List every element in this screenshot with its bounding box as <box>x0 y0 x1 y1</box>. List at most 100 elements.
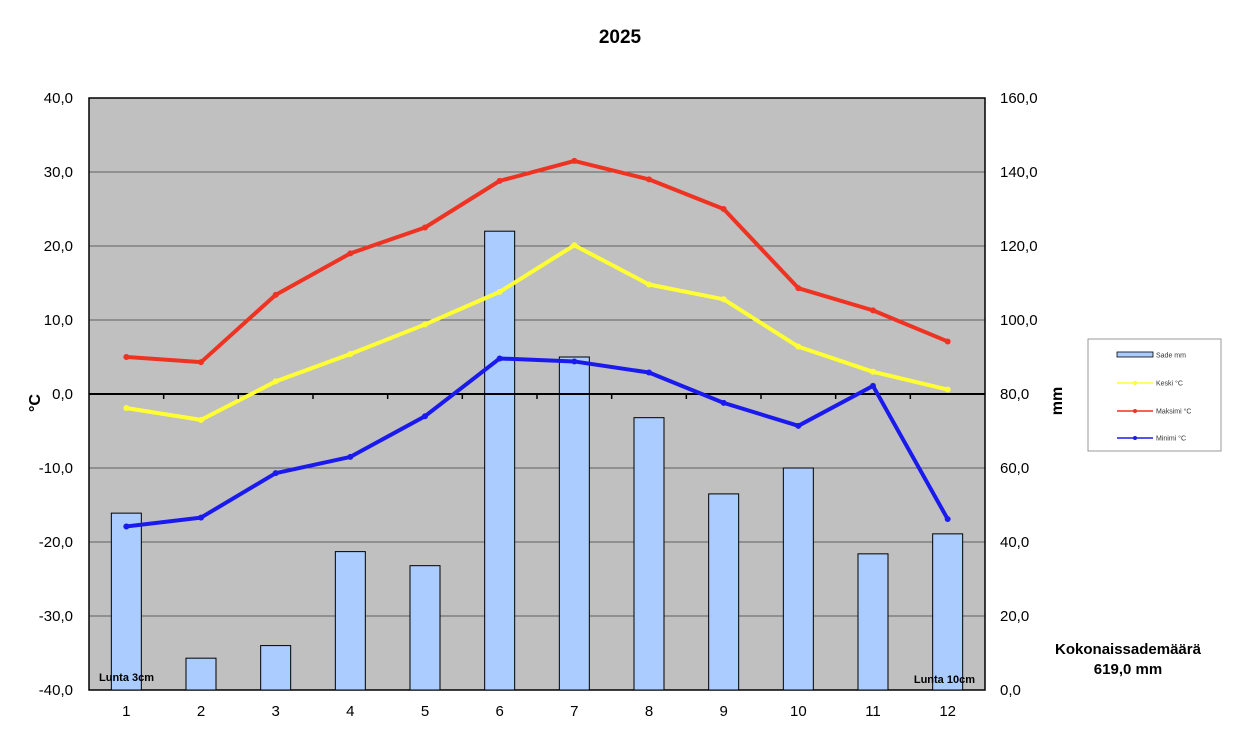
precipitation-bar <box>484 230 516 691</box>
legend-label-maksimi: Maksimi °C <box>1156 408 1191 416</box>
precipitation-bar <box>558 356 590 691</box>
series-line-maksimi <box>126 158 949 365</box>
series-point-keski <box>720 296 727 303</box>
precipitation-bar <box>334 551 366 691</box>
series-point-minimi <box>870 382 876 389</box>
series-point-maksimi <box>347 250 354 257</box>
gridlines <box>89 171 985 617</box>
series-point-minimi <box>795 422 802 429</box>
left-tick-label: -40,0 <box>39 682 73 699</box>
x-tick-label: 10 <box>790 703 807 720</box>
series-point-minimi <box>272 470 279 477</box>
series-point-minimi <box>646 369 652 376</box>
series-point-maksimi <box>795 285 802 292</box>
series-point-keski <box>422 321 428 328</box>
series-point-maksimi <box>123 354 130 360</box>
series-point-maksimi <box>272 291 279 298</box>
series-point-minimi <box>720 399 727 406</box>
left-tick-label: 20,0 <box>44 238 73 255</box>
legend-marker-keski <box>1133 381 1137 385</box>
y-left-label: °C <box>27 394 44 412</box>
series-point-maksimi <box>571 157 578 164</box>
precipitation-bar <box>409 565 441 691</box>
series-point-keski <box>944 386 951 393</box>
right-axis-ticks: 160,0 140,0 120,0 100,0 80,0 60,0 40,0 20,0 0,0 <box>1000 90 1038 699</box>
series-point-keski <box>795 343 802 350</box>
precipitation-bar <box>857 553 889 691</box>
right-tick-label: 20,0 <box>1000 608 1029 625</box>
chart-title: 2025 <box>599 27 642 48</box>
series-point-maksimi <box>944 338 951 345</box>
series-point-maksimi <box>870 307 876 314</box>
right-tick-label: 60,0 <box>1000 460 1029 477</box>
x-tick-label: 3 <box>271 703 279 720</box>
x-tick-label: 5 <box>421 703 429 720</box>
total-precipitation-label: Kokonaissademäärä <box>1055 641 1202 658</box>
precipitation-bar <box>708 493 740 691</box>
legend-swatch-sade <box>1116 351 1154 358</box>
precipitation-bars <box>110 230 964 691</box>
x-tick-label: 2 <box>197 703 205 720</box>
legend-label-minimi: Minimi °C <box>1156 435 1186 443</box>
right-tick-label: 140,0 <box>1000 164 1038 181</box>
left-tick-label: 10,0 <box>44 312 73 329</box>
snow-annotation-left: Lunta 3cm <box>99 672 154 684</box>
legend-label-keski: Keski °C <box>1156 380 1183 388</box>
snow-annotation-right: Lunta 10cm <box>914 674 975 686</box>
temperature-lines <box>123 157 951 530</box>
legend-marker-maksimi <box>1133 409 1137 413</box>
series-point-minimi <box>198 514 204 521</box>
x-tick-label: 7 <box>570 703 578 720</box>
x-axis-ticks: 1 2 3 4 5 6 7 8 9 10 11 12 <box>122 394 956 720</box>
series-point-keski <box>272 378 279 385</box>
x-tick-label: 4 <box>346 703 354 720</box>
right-tick-label: 0,0 <box>1000 682 1021 699</box>
series-point-keski <box>571 242 578 249</box>
series-point-keski <box>347 351 354 358</box>
series-point-maksimi <box>422 224 428 231</box>
precipitation-bar <box>782 467 814 691</box>
series-point-keski <box>123 405 130 412</box>
left-axis-ticks: 40,0 30,0 20,0 10,0 0,0 -10,0 -20,0 -30,0 -40,0 <box>39 90 73 699</box>
series-point-maksimi <box>720 206 727 212</box>
y-right-label: mm <box>1049 387 1066 415</box>
legend-marker-minimi <box>1133 436 1137 440</box>
precipitation-bar <box>110 512 142 691</box>
series-point-maksimi <box>198 359 204 366</box>
left-tick-label: -10,0 <box>39 460 73 477</box>
series-point-maksimi <box>496 177 503 184</box>
right-tick-label: 120,0 <box>1000 238 1038 255</box>
series-point-keski <box>870 368 876 375</box>
series-point-minimi <box>422 413 428 420</box>
x-tick-label: 8 <box>645 703 653 720</box>
precipitation-bar <box>633 417 665 691</box>
series-point-keski <box>198 416 204 423</box>
series-line-minimi <box>126 356 950 529</box>
left-tick-label: -20,0 <box>39 534 73 551</box>
series-point-minimi <box>123 523 130 530</box>
series-point-minimi <box>347 453 354 460</box>
series-point-minimi <box>571 358 578 365</box>
x-tick-label: 9 <box>719 703 727 720</box>
legend: Sade mm Keski °C Maksimi °C Minimi °C <box>1087 338 1222 452</box>
right-tick-label: 100,0 <box>1000 312 1038 329</box>
series-line-keski <box>126 243 949 422</box>
series-point-minimi <box>496 355 503 362</box>
total-precipitation-value: 619,0 mm <box>1094 661 1162 678</box>
x-tick-label: 12 <box>939 703 956 720</box>
left-tick-label: -30,0 <box>39 608 73 625</box>
right-tick-label: 40,0 <box>1000 534 1029 551</box>
precipitation-bar <box>260 645 292 691</box>
left-tick-label: 40,0 <box>44 90 73 107</box>
left-tick-label: 0,0 <box>52 386 73 403</box>
right-tick-label: 160,0 <box>1000 90 1038 107</box>
right-tick-label: 80,0 <box>1000 386 1029 403</box>
legend-label-sade: Sade mm <box>1156 353 1186 360</box>
series-point-keski <box>646 281 652 288</box>
left-tick-label: 30,0 <box>44 164 73 181</box>
precipitation-bar <box>932 533 964 691</box>
x-tick-label: 11 <box>865 703 881 720</box>
precipitation-bar <box>185 657 217 691</box>
x-tick-label: 1 <box>122 703 130 720</box>
